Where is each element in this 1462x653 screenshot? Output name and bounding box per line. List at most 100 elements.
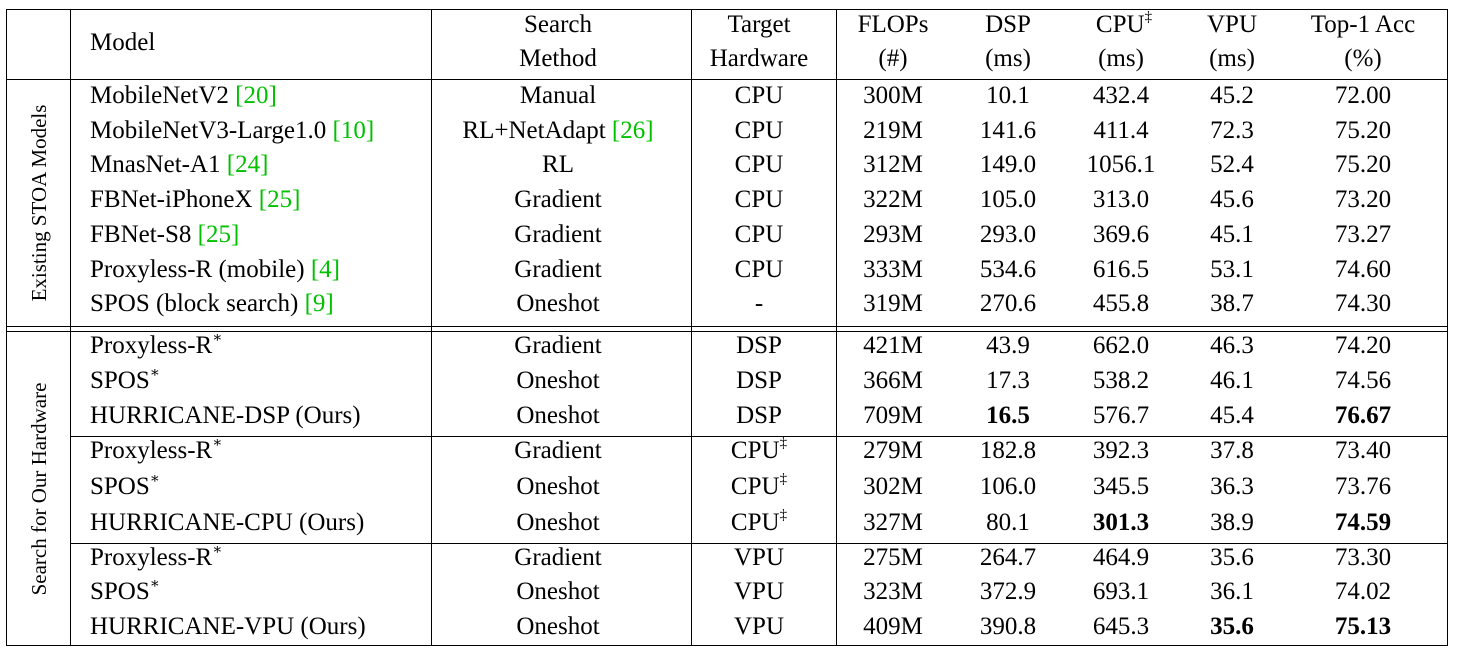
search-col-rule	[691, 9, 692, 646]
citation: [20]	[235, 82, 277, 109]
model-name-text: Proxyless-R	[90, 332, 213, 359]
double-dagger-mark: ‡	[779, 435, 788, 451]
search-method-text: Gradient	[514, 332, 602, 359]
header-acc-1: Top-1 Acc	[1310, 11, 1416, 38]
star-mark: ∗	[212, 542, 223, 558]
vpu-value: 35.6	[1210, 613, 1254, 640]
header-search-1: Search	[523, 11, 593, 38]
group-label-search: Search for Our Hardware	[27, 382, 51, 596]
acc-value: 73.76	[1334, 473, 1392, 500]
double-rule-b	[6, 331, 1448, 332]
target-hardware: DSP	[736, 401, 782, 431]
model-name-text: SPOS (block search)	[90, 290, 305, 317]
dsp-value: 182.8	[979, 437, 1037, 464]
citation: [24]	[226, 151, 269, 178]
acc-value: 76.67	[1334, 402, 1392, 429]
acc-value: 72.00	[1334, 82, 1392, 109]
top-rule	[6, 9, 1448, 10]
model-name: SPOS∗	[90, 366, 160, 396]
search-method: Gradient	[514, 255, 601, 285]
dsp-value: 80.1	[986, 509, 1030, 536]
target-col-rule	[836, 9, 837, 646]
header-flops-2: (#)	[878, 45, 908, 72]
model-name-text: MobileNetV2	[90, 82, 236, 109]
dsp-value: 270.6	[979, 290, 1037, 317]
header-search-2: Method	[519, 45, 597, 72]
search-method-text: Gradient	[514, 437, 602, 464]
flops-value: 327M	[863, 509, 923, 536]
cpu-value: 616.5	[1092, 256, 1150, 283]
target-hardware: CPU‡	[731, 508, 787, 538]
star-mark: ∗	[149, 576, 160, 592]
model-name-text: HURRICANE-DSP (Ours)	[90, 402, 361, 429]
header-vpu-1: VPU	[1206, 11, 1258, 38]
search-method: Oneshot	[516, 508, 599, 538]
vpu-value: 36.1	[1210, 578, 1254, 605]
vpu-value: 53.1	[1210, 256, 1254, 283]
header-dsp-1: DSP	[985, 11, 1031, 38]
acc-value: 73.20	[1334, 186, 1392, 213]
star-sup: ∗	[212, 330, 222, 346]
header-model: Model	[90, 29, 156, 56]
target-hardware: DSP	[736, 366, 782, 396]
search-method-text: Oneshot	[516, 290, 600, 317]
vpu-value: 72.3	[1210, 117, 1254, 144]
dsp-value: 534.6	[979, 256, 1037, 283]
model-name: SPOS (block search) [9]	[90, 289, 334, 319]
flops-value: 366M	[863, 367, 923, 394]
search-method-text: Oneshot	[516, 578, 600, 605]
results-table: Model Search Method Target Hardware FLOP…	[6, 9, 1448, 646]
dsp-value: 264.7	[979, 544, 1037, 571]
cpu-value: 411.4	[1093, 117, 1149, 144]
target-hardware-text: CPU	[734, 186, 784, 213]
vpu-value: 52.4	[1210, 151, 1254, 178]
model-name: Proxyless-R∗	[90, 331, 222, 361]
target-hardware-text: CPU	[734, 256, 784, 283]
model-name: Proxyless-R∗	[90, 436, 222, 466]
search-method: Gradient	[514, 220, 601, 250]
cpu-value: 345.5	[1092, 473, 1150, 500]
search-method: Oneshot	[516, 577, 599, 607]
search-method: Manual	[520, 81, 596, 111]
cpu-value: 464.9	[1092, 544, 1150, 571]
vpu-value: 37.8	[1210, 437, 1254, 464]
vpu-value: 45.1	[1210, 221, 1254, 248]
search-method-text: Gradient	[514, 256, 602, 283]
model-name: MobileNetV3-Large1.0 [10]	[90, 116, 374, 146]
model-name: FBNet-iPhoneX [25]	[90, 185, 300, 215]
dsp-value: 141.6	[979, 117, 1037, 144]
acc-value: 75.20	[1334, 151, 1392, 178]
acc-value: 73.40	[1334, 437, 1392, 464]
target-hardware: CPU	[735, 116, 784, 146]
dagger-sup: ‡	[780, 471, 788, 487]
flops-value: 219M	[863, 117, 923, 144]
search-method-text: Manual	[519, 82, 597, 109]
vpu-value: 45.2	[1210, 82, 1254, 109]
dagger-sup: ‡	[780, 507, 788, 523]
citation: [25]	[258, 186, 301, 213]
model-name: Proxyless-R∗	[90, 543, 222, 573]
cpu-value: 693.1	[1092, 578, 1150, 605]
search-method-text: Oneshot	[516, 402, 600, 429]
header-flops-1: FLOPs	[857, 11, 929, 38]
header-cpu-mark: ‡	[1144, 9, 1153, 25]
search-method-text: Gradient	[514, 221, 602, 248]
star-sup: ∗	[150, 365, 160, 381]
model-name-text: FBNet-S8	[90, 221, 198, 248]
star-mark: ∗	[212, 435, 223, 451]
flops-value: 323M	[863, 578, 923, 605]
header-target-1: Target	[727, 11, 791, 38]
flops-value: 279M	[863, 437, 923, 464]
model-name: MnasNet-A1 [24]	[90, 150, 268, 180]
right-border	[1447, 9, 1448, 646]
header-acc-2: (%)	[1344, 45, 1382, 72]
target-hardware: CPU	[735, 81, 784, 111]
dsp-value: 149.0	[979, 151, 1037, 178]
cpu-value: 392.3	[1092, 437, 1150, 464]
cpu-value: 369.6	[1092, 221, 1150, 248]
acc-value: 73.27	[1334, 221, 1392, 248]
double-rule-a	[6, 326, 1448, 327]
star-sup: ∗	[212, 435, 222, 451]
search-method: Oneshot	[516, 366, 599, 396]
search-method: Oneshot	[516, 612, 599, 642]
